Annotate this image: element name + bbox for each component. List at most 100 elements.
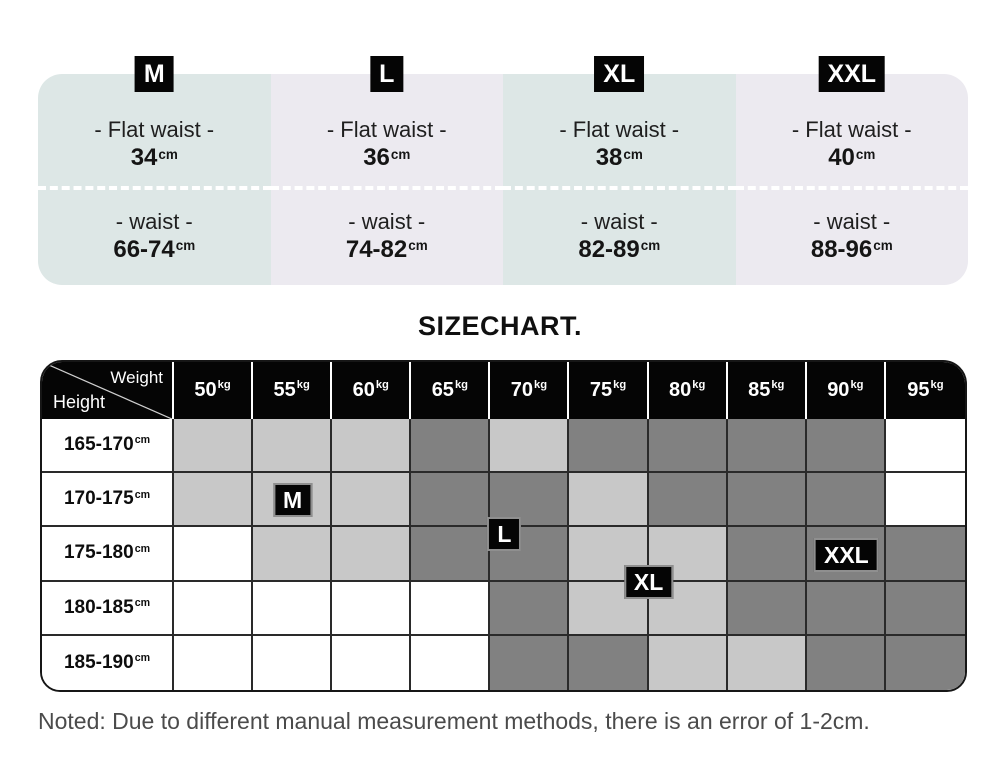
flat-waist-section: - Flat waist -40cm [736,74,969,186]
grid-cell-165-170cm-70kg [490,419,570,474]
grid-cell-165-170cm-75kg [569,419,649,474]
grid-cell-165-170cm-85kg [727,419,807,474]
dotted-divider [503,186,736,190]
grid-cell-165-170cm-65kg [411,419,491,474]
height-axis-label: Height [53,392,106,412]
flat-waist-section: - Flat waist -34cm [38,74,271,186]
unit-cm: cm [134,434,151,447]
grid-cell-175-180cm-85kg [727,527,807,582]
unit-cm: cm [855,146,876,162]
waist-value: 82-89cm [578,235,661,263]
unit-cm: cm [134,596,151,609]
unit-kg: kg [454,379,468,392]
grid-cell-180-185cm-50kg [174,581,254,636]
unit-kg: kg [375,379,389,392]
grid-cell-185-190cm-70kg [490,635,570,690]
grid-cell-185-190cm-95kg [885,635,965,690]
unit-cm: cm [640,238,661,254]
weight-header-65kg: 65 kg [411,362,491,419]
waist-label: - waist - [115,208,193,234]
unit-cm: cm [873,238,893,254]
axis-corner-cell: Weight Height [42,362,174,419]
grid-cell-170-175cm-85kg [727,473,807,528]
grid-cell-165-170cm-60kg [332,419,412,474]
height-row-label-185-190cm: 185-190 cm [42,635,174,690]
grid-cell-180-185cm-95kg [885,581,965,636]
flat-waist-value: 40cm [828,144,876,171]
size-badge-m: M [134,56,174,92]
size-badge-l: L [370,56,404,92]
grid-cell-175-180cm-55kg [253,527,333,582]
grid-cell-185-190cm-80kg [648,635,728,690]
waist-section: - waist -82-89cm [503,190,736,285]
flat-waist-value: 36cm [363,144,411,171]
grid-cell-180-185cm-85kg [727,581,807,636]
grid-cell-185-190cm-60kg [332,635,412,690]
grid-cell-170-175cm-80kg [648,473,728,528]
unit-kg: kg [613,379,627,392]
grid-cell-185-190cm-65kg [411,635,491,690]
waist-value: 74-82cm [345,235,428,263]
grid-cell-185-190cm-90kg [806,635,886,690]
grid-cell-170-175cm-90kg [806,473,886,528]
grid-cell-185-190cm-75kg [569,635,649,690]
waist-label: - waist - [348,208,426,234]
flat-waist-section: - Flat waist -36cm [271,74,504,186]
waist-value: 88-96cm [810,235,893,263]
dotted-divider [735,186,968,190]
weight-header-50kg: 50 kg [174,362,254,419]
unit-cm: cm [158,146,178,162]
unit-kg: kg [296,379,310,392]
chart-size-badge-xxl: XXL [813,537,879,572]
flat-waist-value: 38cm [595,144,643,171]
unit-cm: cm [175,238,196,254]
grid-cell-180-185cm-90kg [806,581,886,636]
unit-cm: cm [408,238,428,254]
unit-cm: cm [134,652,151,665]
grid-cell-165-170cm-55kg [253,419,333,474]
size-panel-xxl: XXL - Flat waist -40cm - waist -88-96cm [735,56,969,285]
dotted-divider [270,186,503,190]
unit-cm: cm [390,146,411,162]
weight-header-85kg: 85 kg [727,362,807,419]
flat-waist-value: 34cm [130,144,178,171]
grid-cell-165-170cm-95kg [885,419,965,474]
unit-kg: kg [850,379,864,392]
grid-cell-175-180cm-50kg [174,527,254,582]
weight-header-70kg: 70 kg [490,362,570,419]
waist-section: - waist -74-82cm [271,190,504,285]
weight-header-55kg: 55 kg [253,362,333,419]
weight-header-95kg: 95 kg [885,362,965,419]
waist-label: - waist - [813,208,891,234]
unit-kg: kg [217,379,231,392]
waist-section: - waist -66-74cm [38,190,271,285]
grid-cell-170-175cm-75kg [569,473,649,528]
grid-cell-185-190cm-50kg [174,635,254,690]
grid-cell-180-185cm-70kg [490,581,570,636]
weight-header-60kg: 60 kg [332,362,412,419]
weight-header-75kg: 75 kg [569,362,649,419]
unit-kg: kg [692,379,706,392]
grid-cell-185-190cm-55kg [253,635,333,690]
measurement-note: Noted: Due to different manual measureme… [38,708,870,734]
diagonal-divider-line [42,362,172,419]
height-row-label-175-180cm: 175-180 cm [42,527,174,582]
grid-cell-165-170cm-90kg [806,419,886,474]
grid-cell-170-175cm-60kg [332,473,412,528]
chart-size-badge-l: L [487,517,522,552]
unit-cm: cm [134,542,151,555]
grid-cell-185-190cm-85kg [727,635,807,690]
unit-kg: kg [771,379,785,392]
grid-cell-180-185cm-65kg [411,581,491,636]
weight-axis-label: Weight [110,368,163,387]
grid-cell-180-185cm-55kg [253,581,333,636]
grid-cell-175-180cm-95kg [885,527,965,582]
height-row-label-180-185cm: 180-185 cm [42,581,174,636]
chart-size-badge-xl: XL [623,564,674,599]
unit-kg: kg [534,379,548,392]
page-title: SIZECHART. [417,311,582,341]
size-panel-xl: XL - Flat waist -38cm - waist -82-89cm [503,56,736,285]
waist-value: 66-74cm [113,235,196,263]
waist-section: - waist -88-96cm [736,190,969,285]
flat-waist-section: - Flat waist -38cm [503,74,736,186]
